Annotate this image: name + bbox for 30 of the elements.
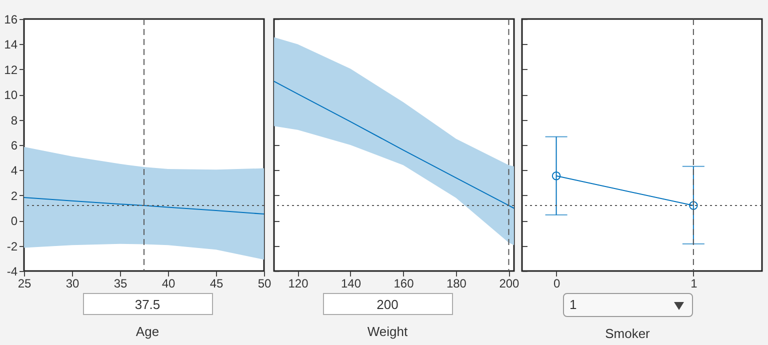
x-tick-label: 140	[340, 276, 362, 290]
x-tick-label: 180	[446, 276, 467, 290]
x-tick-label: 120	[288, 276, 309, 290]
y-tick-label: 6	[10, 138, 18, 152]
y-tick-label: 4	[10, 164, 18, 178]
x-tick-label: 25	[18, 276, 32, 290]
x-tick-label: 35	[114, 276, 128, 290]
x-tick-label: 1	[690, 276, 698, 290]
y-tick-label: -4	[6, 264, 18, 278]
y-tick-label: 16	[4, 12, 18, 26]
y-tick-label: 8	[10, 113, 18, 128]
x-tick-label: 50	[258, 276, 272, 290]
y-tick-label: 10	[4, 88, 18, 102]
y-tick-label: 12	[4, 62, 18, 77]
x-tick-label: 40	[162, 276, 176, 290]
dropdown-field: 1	[562, 293, 692, 317]
x-axis-title: Age	[134, 324, 160, 339]
x-tick-label: 30	[66, 276, 80, 290]
x-tick-label: 200	[499, 276, 520, 290]
x-axis-title: Weight	[366, 324, 409, 339]
x-tick-label: 0	[553, 276, 560, 290]
y-tick-label: 0	[10, 214, 18, 228]
x-tick-label: 160	[394, 276, 414, 290]
y-tick-label: 2	[10, 188, 18, 203]
x-tick-label: 45	[210, 276, 224, 290]
text-field: 37.5	[82, 293, 212, 315]
y-tick-label: 14	[4, 38, 18, 52]
y-tick-label: -2	[6, 239, 18, 254]
x-axis-title: Smoker	[604, 326, 651, 341]
text-field: 200	[322, 293, 452, 315]
